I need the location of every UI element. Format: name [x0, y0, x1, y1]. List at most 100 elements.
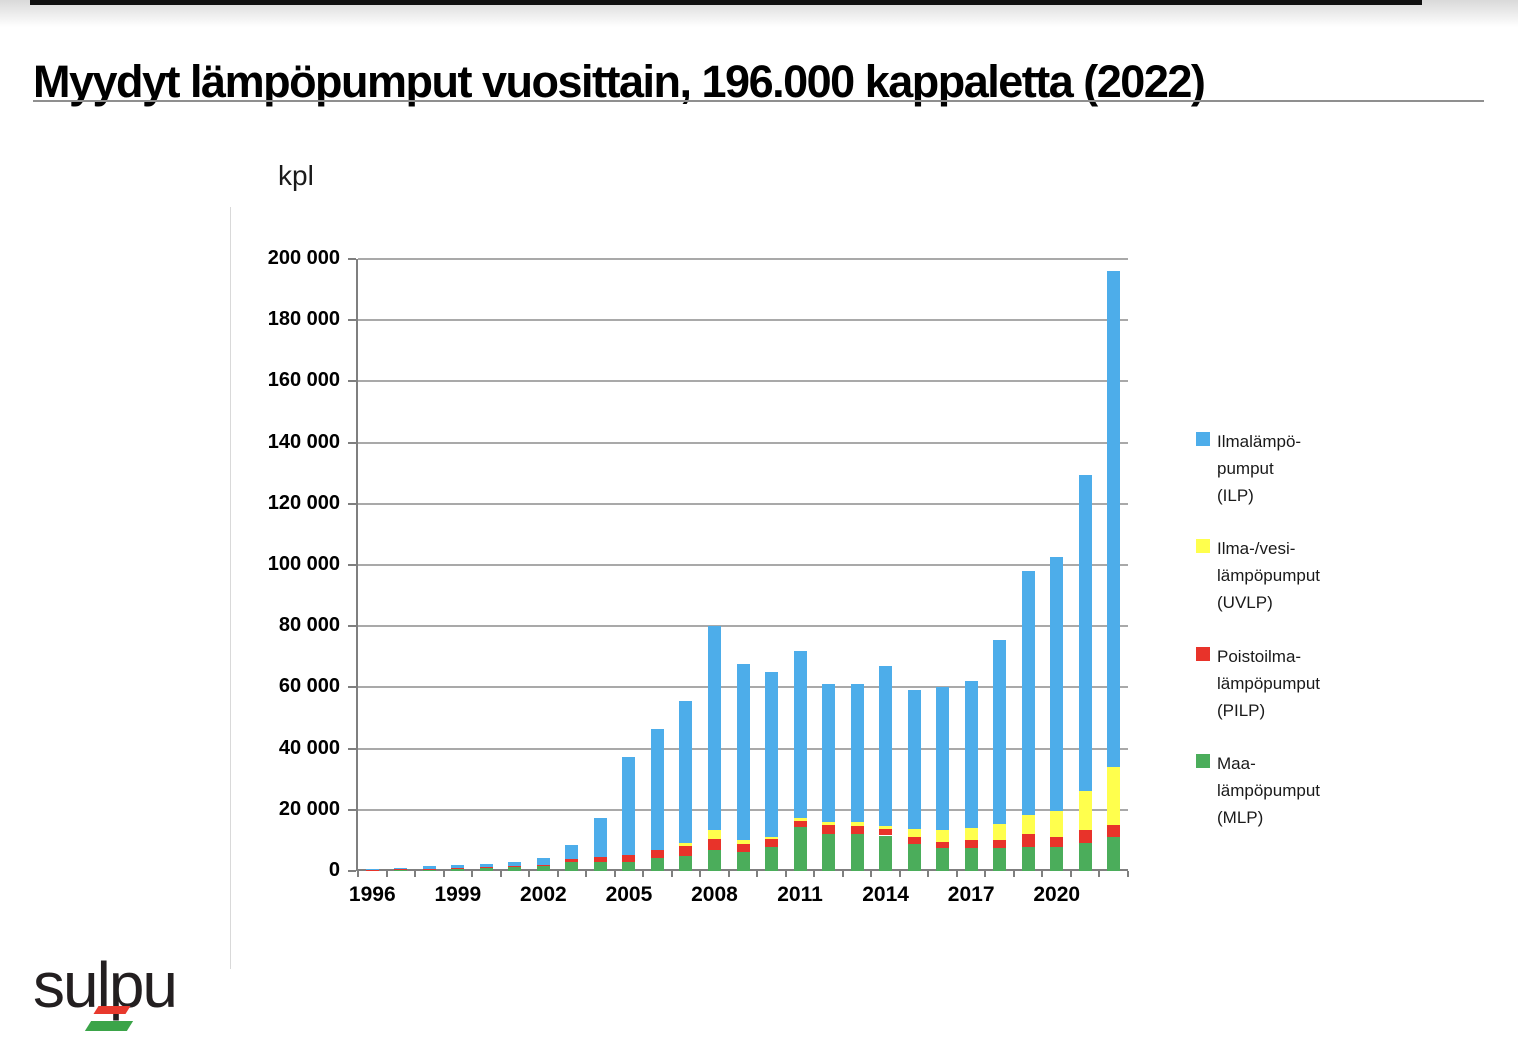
y-axis-tick: [348, 319, 356, 322]
bar-segment-PILP-2007: [679, 845, 693, 856]
bar-segment-UVLP-2018: [993, 824, 1007, 841]
y-axis-tick: [348, 564, 356, 566]
bar-segment-MLP-2011: [793, 826, 807, 871]
gridline: [358, 564, 1128, 566]
bar-segment-MLP-2017: [964, 847, 978, 871]
bar-segment-PILP-2019: [1021, 834, 1035, 847]
y-tick-label: 20 000: [278, 797, 340, 820]
bar-segment-ILP-2000: [479, 863, 493, 867]
bar-segment-UVLP-2014: [879, 826, 893, 829]
y-axis-tick: [348, 870, 356, 872]
y-tick-label: 0: [328, 859, 340, 881]
bar-segment-MLP-2016: [936, 848, 950, 871]
bar-segment-UVLP-2012: [822, 822, 836, 826]
sulpu-logo-red-bar: [93, 1006, 131, 1014]
legend-item-ILP: Ilmalämpö- pumput (ILP): [1196, 428, 1486, 516]
bar-segment-PILP-2009: [736, 843, 750, 852]
bar-segment-ILP-2014: [879, 665, 893, 826]
legend-label-MLP: Maa- lämpöpumput (MLP): [1217, 754, 1321, 827]
x-axis-tick: [813, 871, 816, 877]
bar-segment-MLP-2013: [850, 833, 864, 871]
x-tick-label: 2011: [777, 883, 823, 906]
bar-segment-UVLP-2009: [736, 840, 750, 844]
bar-segment-MLP-2012: [822, 833, 836, 871]
bar-segment-PILP-2008: [707, 838, 721, 850]
bar-segment-PILP-2011: [793, 820, 807, 827]
legend-item-UVLP: Ilma-/vesi- lämpöpumput (UVLP): [1196, 535, 1486, 623]
bar-segment-MLP-2022: [1107, 836, 1121, 871]
x-axis-tick: [898, 871, 901, 877]
bar-segment-ILP-2003: [565, 844, 579, 860]
bar-segment-MLP-2001: [508, 867, 522, 871]
bar-segment-PILP-2013: [850, 826, 864, 834]
bar-segment-PILP-2014: [879, 828, 893, 836]
title-divider: [33, 100, 1484, 102]
x-axis-tick: [471, 871, 474, 877]
gridline: [358, 502, 1128, 505]
x-axis-tick: [385, 871, 388, 877]
bar-segment-UVLP-2015: [907, 829, 921, 838]
x-axis-tick: [756, 871, 759, 877]
x-axis-tick: [984, 871, 987, 877]
x-axis-tick: [841, 871, 844, 877]
y-axis-tick: [348, 380, 356, 383]
legend-swatch-ILP: [1196, 432, 1210, 446]
y-tick-label: 120 000: [267, 491, 340, 514]
bar-segment-PILP-2003: [565, 859, 579, 863]
bar-segment-ILP-2005: [622, 757, 636, 855]
bar-segment-PILP-2010: [765, 838, 779, 848]
bar-segment-PILP-2015: [907, 837, 921, 844]
bar-segment-UVLP-2019: [1021, 815, 1035, 835]
legend-label-ILP: Ilmalämpö- pumput (ILP): [1217, 432, 1302, 505]
x-axis-tick: [585, 871, 588, 877]
y-axis-tick: [348, 686, 356, 689]
bar-segment-ILP-1996: [365, 869, 379, 871]
chart-area: [230, 207, 1196, 969]
bar-segment-ILP-2004: [593, 818, 607, 858]
bar-segment-PILP-2020: [1050, 837, 1064, 848]
legend-label-PILP: Poistoilma- lämpöpumput (PILP): [1217, 647, 1321, 720]
x-axis-tick: [670, 871, 673, 877]
y-tick-label: 200 000: [267, 247, 340, 269]
legend-swatch-UVLP: [1196, 539, 1210, 553]
bar-segment-ILP-1999: [451, 865, 465, 868]
sulpu-logo: sulpu: [33, 948, 253, 1048]
bar-segment-ILP-2019: [1021, 571, 1035, 815]
bar-segment-MLP-2006: [650, 857, 664, 871]
y-tick-label: 140 000: [267, 430, 340, 453]
bar-segment-MLP-2007: [679, 855, 693, 871]
bar-segment-ILP-2001: [508, 862, 522, 867]
y-tick-label: 160 000: [267, 369, 340, 392]
bar-segment-ILP-1997: [394, 868, 408, 870]
y-tick-label: 60 000: [278, 675, 340, 698]
x-axis-tick: [499, 871, 502, 877]
bar-segment-MLP-2008: [707, 849, 721, 871]
x-tick-label: 2020: [1033, 883, 1081, 906]
x-axis-tick: [1098, 871, 1101, 877]
x-axis-tick: [642, 871, 645, 877]
bar-segment-PILP-2016: [936, 841, 950, 849]
bar-segment-PILP-1998: [422, 868, 436, 870]
bar-segment-MLP-2009: [736, 851, 750, 871]
bar-segment-MLP-2005: [622, 862, 636, 871]
bar-segment-ILP-2002: [536, 858, 550, 865]
bar-segment-MLP-2019: [1021, 846, 1035, 871]
bar-segment-PILP-1999: [451, 867, 465, 869]
bar-segment-MLP-2002: [536, 866, 550, 871]
bar-segment-ILP-2021: [1078, 474, 1092, 792]
bar-segment-UVLP-2011: [793, 818, 807, 821]
bar-segment-UVLP-2010: [765, 836, 779, 839]
y-axis-tick: [348, 747, 356, 750]
bar-segment-PILP-2021: [1078, 829, 1092, 843]
x-axis-tick: [442, 871, 445, 877]
bar-segment-ILP-2008: [707, 626, 721, 830]
x-axis-tick: [927, 871, 930, 877]
legend-item-PILP: Poistoilma- lämpöpumput (PILP): [1196, 643, 1486, 731]
bar-segment-ILP-2015: [907, 690, 921, 830]
gridline: [358, 258, 1128, 260]
x-tick-label: 2002: [520, 883, 567, 906]
x-axis-tick: [1069, 871, 1072, 877]
y-axis-tick: [348, 258, 356, 260]
bar-segment-UVLP-2013: [850, 822, 864, 826]
x-axis-tick: [870, 871, 873, 877]
